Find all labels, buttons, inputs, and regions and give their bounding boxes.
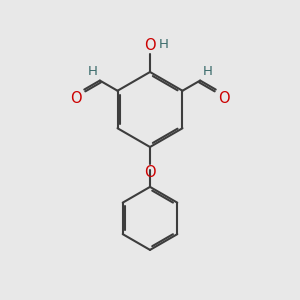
Text: O: O <box>218 91 230 106</box>
Text: O: O <box>70 91 82 106</box>
Text: H: H <box>202 65 212 78</box>
Text: H: H <box>159 38 169 52</box>
Text: O: O <box>144 38 156 53</box>
Text: O: O <box>144 165 156 180</box>
Text: H: H <box>88 65 98 78</box>
